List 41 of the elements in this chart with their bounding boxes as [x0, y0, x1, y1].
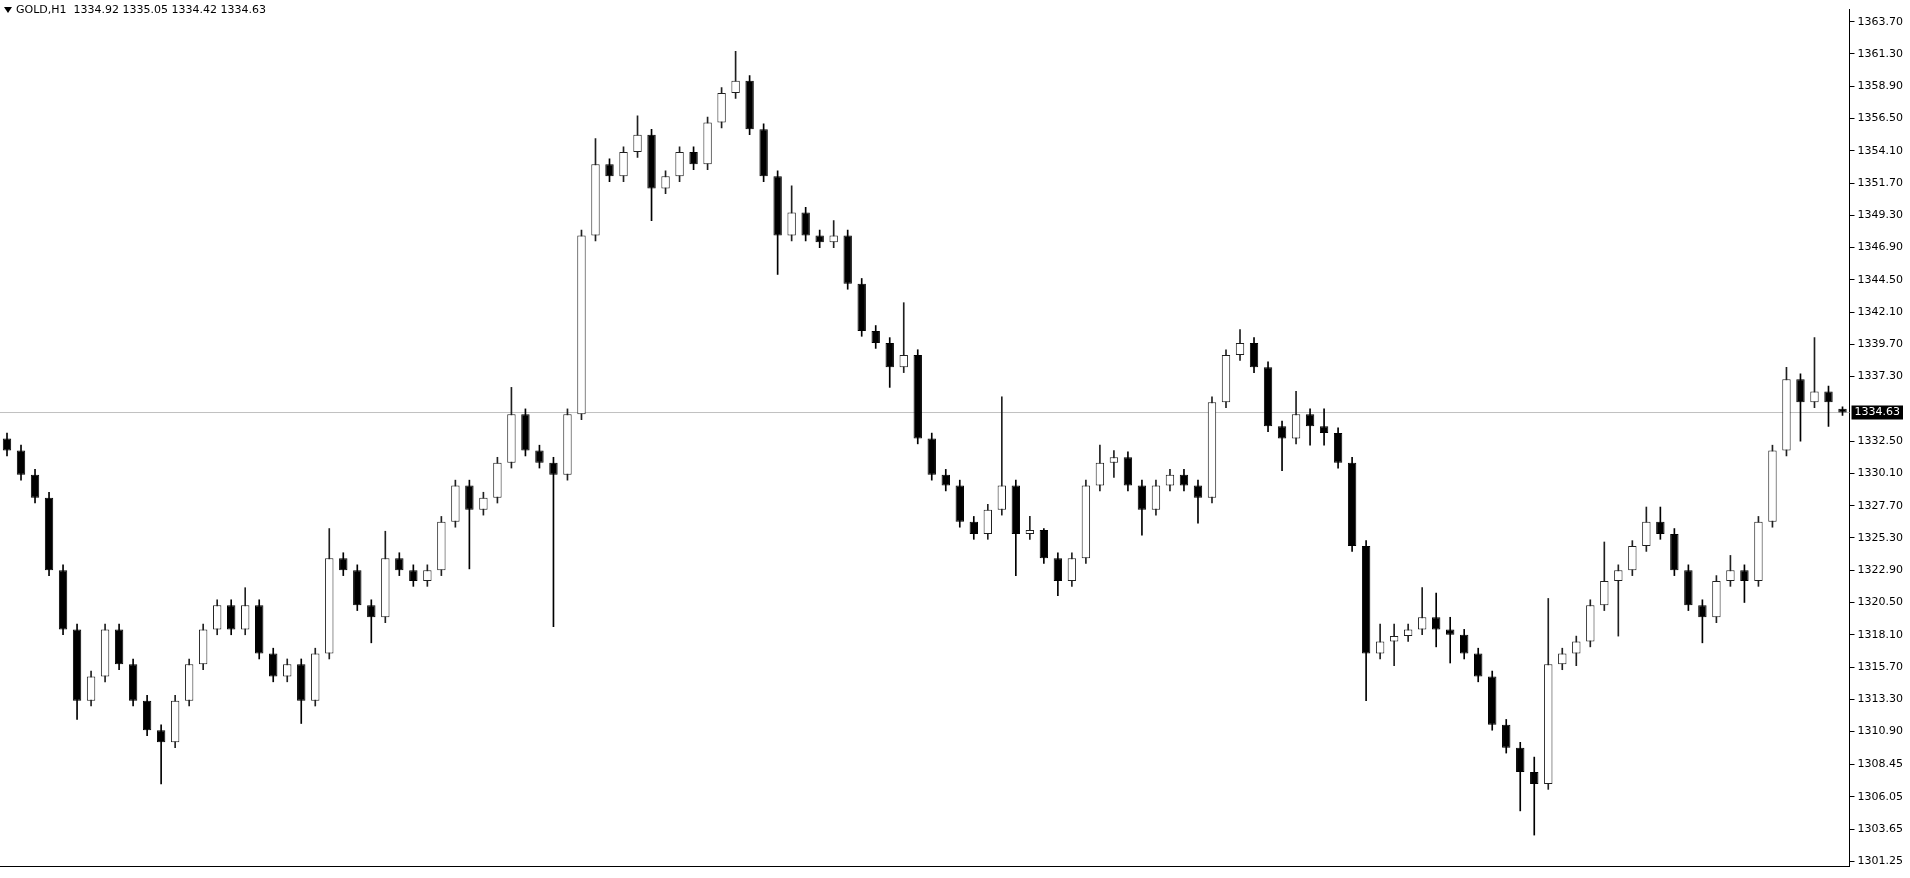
y-tick-label: 1337.30	[1857, 369, 1904, 383]
candlestick	[1445, 616, 1455, 664]
y-tick-label: 1351.70	[1857, 175, 1904, 189]
y-tick-label: 1322.90	[1857, 563, 1904, 577]
y-tick-label: 1332.50	[1857, 434, 1904, 448]
candlestick	[156, 724, 166, 785]
candlestick	[1109, 450, 1119, 478]
y-tick-label: 1303.65	[1857, 821, 1904, 835]
y-tick-label: 1356.50	[1857, 111, 1904, 125]
y-tick-label: 1318.10	[1857, 627, 1904, 641]
y-tick-label: 1354.10	[1857, 143, 1904, 157]
ref-line-label: 1334.63	[1854, 405, 1901, 419]
candlestick	[899, 302, 908, 373]
y-tick-label: 1306.05	[1857, 789, 1904, 803]
candlestick	[1025, 516, 1035, 540]
y-tick-label: 1349.30	[1857, 208, 1904, 222]
candlestick	[1614, 564, 1623, 637]
y-tick-label: 1344.50	[1857, 272, 1904, 286]
y-tick-label: 1363.70	[1857, 14, 1904, 28]
y-tick-label: 1358.90	[1857, 79, 1904, 93]
candlestick	[1417, 587, 1427, 636]
y-tick-label: 1346.90	[1857, 240, 1904, 254]
y-tick-label: 1325.30	[1857, 530, 1904, 544]
y-tick-label: 1301.25	[1857, 854, 1904, 868]
y-tick-label: 1308.45	[1857, 757, 1904, 771]
candlestick	[829, 220, 838, 248]
candlestick	[1277, 420, 1287, 472]
candlestick	[997, 396, 1007, 516]
y-tick-label: 1327.70	[1857, 498, 1904, 512]
y-tick-label: 1310.90	[1857, 724, 1904, 738]
candlestick	[1530, 756, 1539, 836]
y-tick-label: 1361.30	[1857, 46, 1904, 60]
candlestick	[1431, 592, 1441, 648]
chart-title: GOLD,H1 1334.92 1335.05 1334.42 1334.63	[16, 3, 266, 16]
y-tick-label: 1339.70	[1857, 337, 1904, 351]
y-tick-label: 1313.30	[1857, 692, 1904, 706]
y-tick-label: 1320.50	[1857, 595, 1904, 609]
y-tick-label: 1330.10	[1857, 466, 1904, 480]
candlestick	[1319, 408, 1329, 446]
y-tick-label: 1315.70	[1857, 659, 1904, 673]
y-tick-label: 1342.10	[1857, 304, 1904, 318]
